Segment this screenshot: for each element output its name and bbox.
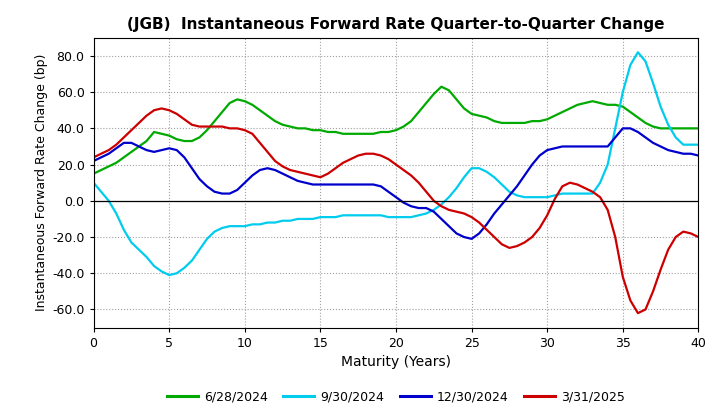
3/31/2025	[475, 220, 484, 225]
X-axis label: Maturity (Years): Maturity (Years)	[341, 355, 451, 369]
3/31/2025	[429, 198, 438, 203]
9/30/2024	[588, 191, 597, 196]
9/30/2024	[429, 207, 438, 213]
Y-axis label: Instantaneous Forward Rate Change (bp): Instantaneous Forward Rate Change (bp)	[35, 54, 48, 311]
3/31/2025	[543, 213, 552, 218]
12/30/2024	[694, 153, 703, 158]
12/30/2024	[588, 144, 597, 149]
9/30/2024	[475, 165, 484, 171]
Line: 9/30/2024: 9/30/2024	[94, 52, 698, 275]
3/31/2025	[618, 274, 627, 279]
12/30/2024	[89, 158, 98, 163]
3/31/2025	[634, 311, 642, 316]
6/28/2024	[422, 100, 431, 105]
3/31/2025	[588, 189, 597, 194]
6/28/2024	[618, 104, 627, 109]
6/28/2024	[543, 117, 552, 122]
9/30/2024	[543, 194, 552, 200]
6/28/2024	[89, 171, 98, 176]
12/30/2024	[467, 236, 476, 241]
Legend: 6/28/2024, 9/30/2024, 12/30/2024, 3/31/2025: 6/28/2024, 9/30/2024, 12/30/2024, 3/31/2…	[162, 385, 630, 408]
9/30/2024	[89, 180, 98, 185]
12/30/2024	[543, 147, 552, 152]
9/30/2024	[649, 81, 657, 86]
Line: 3/31/2025: 3/31/2025	[94, 108, 698, 313]
12/30/2024	[475, 231, 484, 236]
3/31/2025	[694, 234, 703, 239]
Line: 6/28/2024: 6/28/2024	[94, 87, 698, 173]
9/30/2024	[618, 89, 627, 94]
3/31/2025	[157, 106, 166, 111]
3/31/2025	[89, 155, 98, 160]
6/28/2024	[475, 113, 484, 118]
9/30/2024	[634, 50, 642, 55]
Title: (JGB)  Instantaneous Forward Rate Quarter-to-Quarter Change: (JGB) Instantaneous Forward Rate Quarter…	[127, 18, 665, 32]
12/30/2024	[649, 140, 657, 145]
12/30/2024	[618, 126, 627, 131]
9/30/2024	[694, 142, 703, 147]
6/28/2024	[588, 99, 597, 104]
Line: 12/30/2024: 12/30/2024	[94, 129, 698, 239]
6/28/2024	[437, 84, 446, 89]
6/28/2024	[694, 126, 703, 131]
6/28/2024	[642, 121, 650, 126]
3/31/2025	[649, 289, 657, 294]
12/30/2024	[422, 205, 431, 210]
9/30/2024	[165, 273, 174, 278]
12/30/2024	[626, 126, 635, 131]
